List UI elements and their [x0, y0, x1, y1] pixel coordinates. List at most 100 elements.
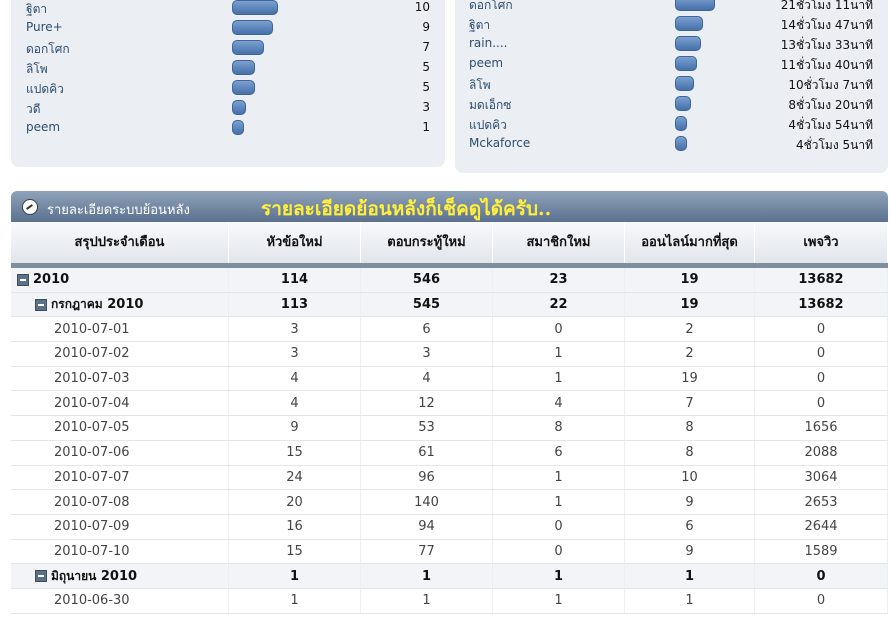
date-label: 2010-07-04 [54, 395, 130, 411]
table-row-day: 2010-06-30 1 1 1 1 0 [11, 588, 888, 614]
cell-most-online: 2 [625, 342, 755, 366]
online-bar [675, 76, 694, 91]
cell-new-replies: 1 [361, 564, 493, 588]
cell-new-topics: 114 [229, 268, 361, 292]
table-row-year[interactable]: 2010 114 546 23 19 13682 [11, 268, 888, 293]
poster-user-link[interactable]: วดี [26, 102, 41, 116]
header-most-online: ออนไลน์มากที่สุด [625, 222, 755, 263]
table-row-day: 2010-07-10 15 77 0 9 1589 [11, 539, 888, 565]
cell-most-online: 1 [625, 564, 755, 588]
online-row: มดเอ็กซ 8ชั่วโมง 20นาที [455, 93, 888, 113]
cell-new-topics: 1 [229, 564, 361, 588]
collapse-icon[interactable] [22, 199, 38, 215]
cell-most-online: 19 [625, 268, 755, 292]
row-label: 2010-07-04 [11, 391, 229, 416]
poster-row: ฐิตา 10 [11, 0, 445, 17]
poster-bar [232, 60, 255, 75]
online-value: 14ชั่วโมง 47นาที [780, 18, 873, 32]
online-bar [675, 36, 701, 51]
collapse-toggle-icon[interactable] [35, 570, 47, 583]
poster-bar [232, 20, 273, 35]
cell-new-replies: 6 [361, 317, 493, 342]
poster-value: 10 [414, 0, 430, 14]
online-user-link[interactable]: มดเอ็กซ [469, 98, 512, 112]
cell-new-members: 1 [493, 564, 625, 588]
cell-new-topics: 9 [229, 416, 361, 440]
cell-new-replies: 94 [361, 514, 493, 539]
cell-page-views: 0 [755, 564, 888, 588]
poster-user-link[interactable]: ลิโพ [26, 62, 48, 76]
online-user-link[interactable]: แปดคิว [469, 118, 507, 132]
poster-user-link[interactable]: ฐิตา [26, 2, 48, 16]
poster-bar [232, 80, 255, 95]
poster-row: วดี 3 [11, 97, 445, 117]
cell-page-views: 0 [755, 391, 888, 416]
online-bar [675, 136, 687, 151]
poster-user-link[interactable]: Pure+ [26, 20, 63, 34]
cell-new-members: 1 [493, 588, 625, 613]
row-label: 2010-07-10 [11, 539, 229, 564]
row-label: 2010-07-05 [11, 416, 229, 440]
table-row-month[interactable]: มิถุนายน 2010 1 1 1 1 0 [11, 564, 888, 589]
online-row: ฐิตา 14ชั่วโมง 47นาที [455, 13, 888, 33]
poster-row: Pure+ 9 [11, 17, 445, 37]
online-user-link[interactable]: ดอกโศก [469, 0, 513, 12]
online-bar [675, 116, 687, 131]
cell-most-online: 10 [625, 465, 755, 490]
cell-page-views: 0 [755, 342, 888, 366]
cell-new-members: 1 [493, 342, 625, 366]
online-user-link[interactable]: ลิโพ [469, 78, 491, 92]
cell-new-replies: 4 [361, 366, 493, 391]
online-row: แปดคิว 4ชั่วโมง 54นาที [455, 113, 888, 133]
cell-most-online: 2 [625, 317, 755, 342]
table-row-month[interactable]: กรกฎาคม 2010 113 545 22 19 13682 [11, 292, 888, 318]
collapse-toggle-icon[interactable] [17, 273, 29, 286]
cell-new-topics: 16 [229, 514, 361, 539]
date-label: 2010-06-30 [54, 593, 130, 609]
top-posters-panel: ฐิตา 10 Pure+ 9 ดอกโศก 7 ลิโพ 5 แปดคิว 5 วดี 3 peem 1 [11, 0, 445, 167]
month-name: มิถุนายน [51, 568, 97, 583]
cell-page-views: 0 [755, 317, 888, 342]
cell-page-views: 2653 [755, 490, 888, 514]
cell-page-views: 13682 [755, 268, 888, 292]
table-row-day: 2010-07-01 3 6 0 2 0 [11, 317, 888, 343]
table-row-day: 2010-07-08 20 140 1 9 2653 [11, 490, 888, 515]
online-user-link[interactable]: Mckaforce [469, 136, 531, 150]
collapse-toggle-icon[interactable] [35, 298, 47, 311]
poster-user-link[interactable]: peem [26, 120, 61, 134]
history-section-header[interactable]: รายละเอียดระบบย้อนหลัง รายละเอียดย้อนหลั… [11, 191, 888, 222]
online-user-link[interactable]: peem [469, 56, 504, 70]
poster-row: ดอกโศก 7 [11, 37, 445, 57]
poster-user-link[interactable]: ดอกโศก [26, 42, 70, 56]
cell-new-topics: 4 [229, 366, 361, 391]
online-row: peem 11ชั่วโมง 40นาที [455, 53, 888, 73]
cell-most-online: 19 [625, 366, 755, 391]
row-label: 2010-06-30 [11, 588, 229, 613]
online-user-link[interactable]: rain.... [469, 36, 508, 50]
cell-new-replies: 140 [361, 490, 493, 514]
online-row: ดอกโศก 21ชั่วโมง 11นาที [455, 0, 888, 13]
poster-value: 7 [422, 40, 430, 54]
poster-user-link[interactable]: แปดคิว [26, 82, 64, 96]
row-label: มิถุนายน 2010 [11, 564, 229, 588]
history-table: สรุปประจำเดือน หัวข้อใหม่ ตอบกระทู้ใหม่ … [11, 222, 888, 614]
row-label: 2010-07-02 [11, 342, 229, 366]
row-label: 2010-07-08 [11, 490, 229, 514]
cell-most-online: 8 [625, 416, 755, 440]
date-label: 2010-07-05 [54, 420, 130, 436]
date-label: 2010-07-07 [54, 469, 130, 485]
table-row-day: 2010-07-06 15 61 6 8 2088 [11, 440, 888, 466]
row-label: กรกฎาคม 2010 [11, 292, 229, 317]
online-value: 4ชั่วโมง 54นาที [788, 118, 873, 132]
date-label: 2010-07-10 [54, 543, 130, 559]
cell-new-members: 1 [493, 465, 625, 490]
cell-new-replies: 61 [361, 440, 493, 465]
header-month-summary: สรุปประจำเดือน [11, 222, 229, 263]
online-bar [675, 16, 703, 31]
online-user-link[interactable]: ฐิตา [469, 18, 491, 32]
table-row-day: 2010-07-09 16 94 0 6 2644 [11, 514, 888, 540]
cell-new-topics: 24 [229, 465, 361, 490]
cell-page-views: 13682 [755, 292, 888, 317]
cell-most-online: 9 [625, 490, 755, 514]
row-label: 2010-07-01 [11, 317, 229, 342]
